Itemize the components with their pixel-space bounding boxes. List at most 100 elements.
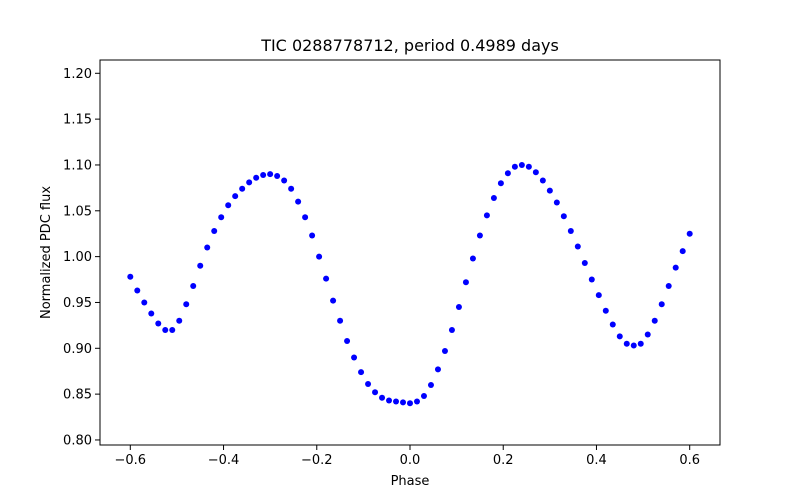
data-point <box>434 366 441 373</box>
data-point <box>553 199 560 206</box>
y-tick-label: 0.80 <box>63 433 92 448</box>
data-point <box>602 307 609 314</box>
data-point <box>413 398 420 405</box>
data-point <box>351 354 358 361</box>
data-point <box>162 326 169 333</box>
data-point <box>330 297 337 304</box>
y-axis: 0.80 0.85 0.90 0.95 1.00 1.05 1.10 1.15 1.20 <box>63 67 100 448</box>
data-point <box>511 163 518 170</box>
data-point <box>665 282 672 289</box>
data-point <box>420 392 427 399</box>
data-point <box>183 301 190 308</box>
data-point <box>253 174 260 181</box>
data-point <box>581 260 588 267</box>
data-point <box>204 244 211 251</box>
data-point <box>232 193 239 200</box>
data-point <box>616 333 623 340</box>
data-point <box>400 399 407 406</box>
data-point <box>267 171 274 178</box>
data-point <box>239 185 246 192</box>
data-point <box>407 400 413 407</box>
x-tick-label: −0.2 <box>301 453 333 468</box>
data-point <box>288 185 295 192</box>
data-point <box>302 214 309 221</box>
data-point <box>365 381 372 388</box>
y-axis-label: Normalized PDC flux <box>39 186 54 319</box>
data-point <box>316 253 323 260</box>
data-point <box>560 213 567 220</box>
data-point <box>427 381 434 388</box>
data-point <box>476 232 483 239</box>
data-point <box>190 282 197 289</box>
data-point <box>525 163 532 170</box>
data-point <box>644 331 651 338</box>
data-point <box>672 264 679 271</box>
data-point <box>567 227 574 234</box>
y-tick-label: 1.00 <box>63 250 92 265</box>
x-tick-label: 0.4 <box>586 453 607 468</box>
y-tick-label: 1.20 <box>63 67 92 82</box>
data-point <box>539 177 546 184</box>
data-point <box>497 180 504 187</box>
y-tick-label: 0.90 <box>63 342 92 357</box>
x-axis: −0.6 −0.4 −0.2 0.0 0.2 0.4 0.6 <box>115 445 700 468</box>
data-point <box>609 321 616 328</box>
y-tick-label: 1.15 <box>63 113 92 128</box>
chart-title: TIC 0288778712, period 0.4989 days <box>260 36 559 55</box>
data-point <box>372 389 379 396</box>
data-point <box>246 179 253 186</box>
data-point <box>441 348 448 355</box>
data-point <box>358 369 365 376</box>
data-point <box>518 161 525 168</box>
data-point <box>393 398 400 405</box>
data-point <box>197 262 204 269</box>
data-point <box>260 172 267 179</box>
data-point <box>218 214 225 221</box>
x-tick-label: 0.2 <box>493 453 514 468</box>
data-point <box>532 169 539 176</box>
data-point <box>309 232 316 239</box>
data-point <box>658 301 665 308</box>
data-point <box>623 340 630 347</box>
data-point <box>155 320 162 327</box>
data-point <box>281 177 288 184</box>
data-point <box>588 276 595 283</box>
data-point <box>595 292 602 299</box>
data-point <box>176 317 183 324</box>
data-point <box>546 187 553 194</box>
x-tick-label: −0.6 <box>115 453 147 468</box>
data-point <box>630 342 637 349</box>
y-tick-label: 0.85 <box>63 388 92 403</box>
x-tick-label: 0.0 <box>400 453 421 468</box>
data-point <box>651 317 658 324</box>
y-tick-label: 0.95 <box>63 296 92 311</box>
data-point <box>323 275 330 282</box>
data-point <box>679 248 686 255</box>
data-point <box>504 170 511 177</box>
data-point <box>379 394 386 401</box>
data-point <box>637 340 644 347</box>
plot-frame <box>100 60 720 445</box>
data-point <box>483 212 490 219</box>
data-points <box>127 161 693 407</box>
data-point <box>225 202 232 209</box>
data-point <box>141 299 148 306</box>
data-point <box>211 227 218 234</box>
data-point <box>127 273 134 280</box>
data-point <box>462 279 469 286</box>
data-point <box>386 397 393 404</box>
data-point <box>574 243 581 250</box>
data-point <box>686 230 693 237</box>
data-point <box>469 255 476 262</box>
data-point <box>490 194 497 201</box>
data-point <box>344 337 351 344</box>
data-point <box>169 326 176 333</box>
x-axis-label: Phase <box>391 474 430 489</box>
y-tick-label: 1.05 <box>63 204 92 219</box>
data-point <box>148 310 155 317</box>
data-point <box>337 317 344 324</box>
data-point <box>448 326 455 333</box>
data-point <box>295 198 302 205</box>
y-tick-label: 1.10 <box>63 158 92 173</box>
